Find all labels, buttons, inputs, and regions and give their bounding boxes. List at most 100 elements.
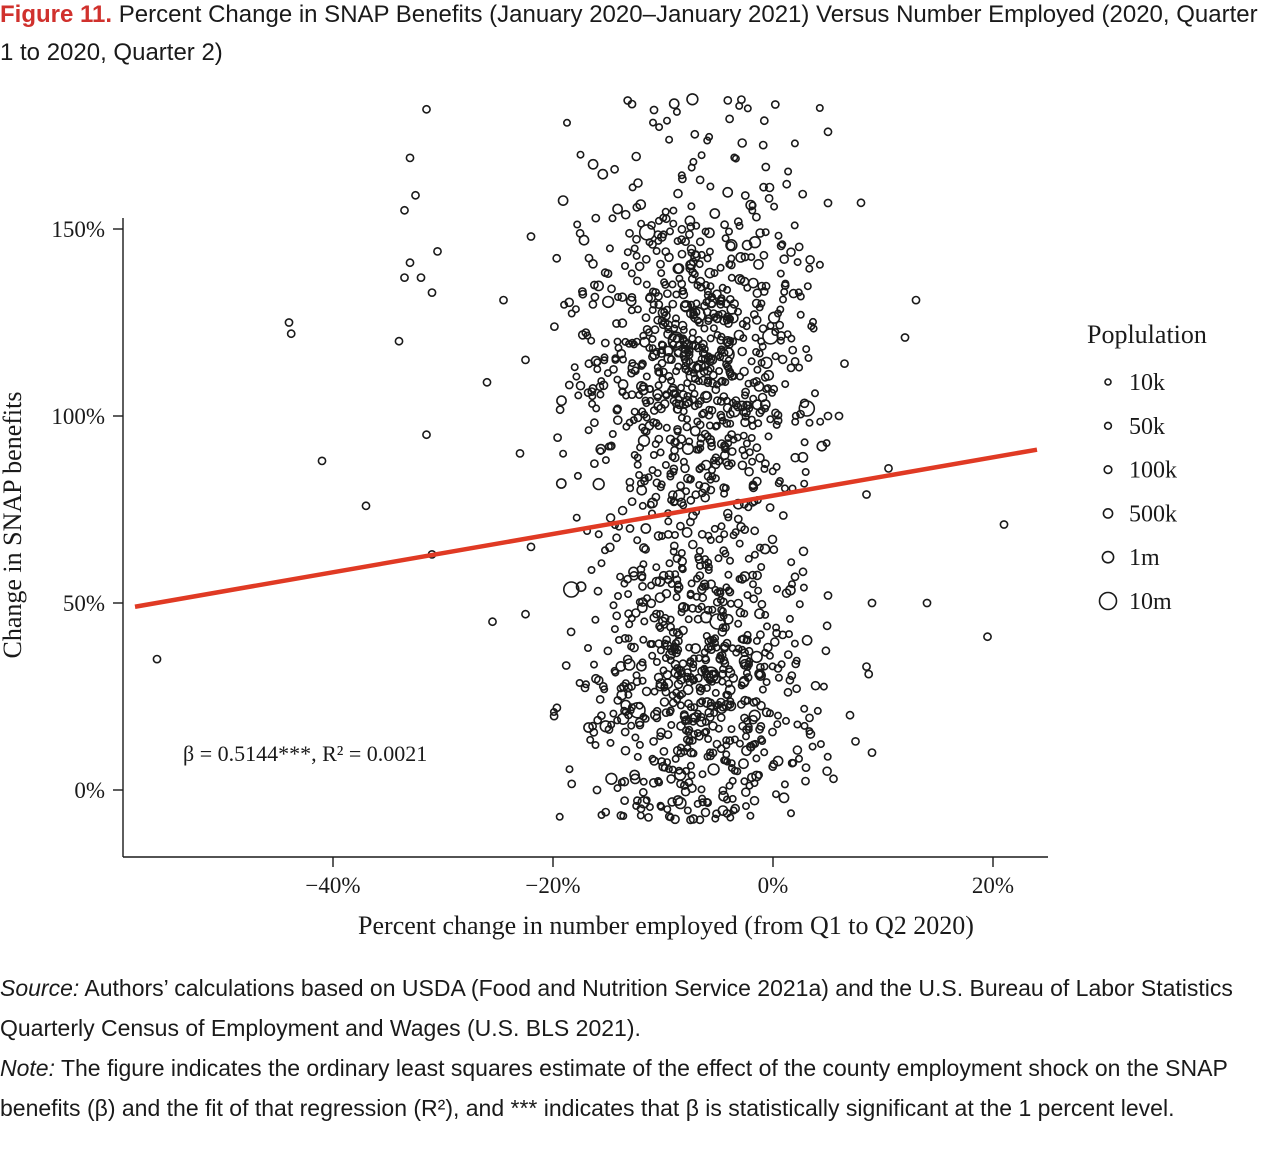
data-point [769, 759, 779, 769]
data-point [752, 754, 761, 763]
data-point [427, 288, 437, 297]
data-point [686, 761, 695, 770]
data-point [570, 363, 579, 372]
data-point [708, 605, 717, 614]
data-point [613, 591, 622, 600]
data-point [565, 765, 574, 774]
data-point [829, 774, 838, 784]
data-point [748, 480, 758, 490]
data-point [678, 174, 687, 184]
data-point [758, 342, 767, 351]
data-point [694, 654, 703, 663]
data-point [654, 776, 663, 785]
data-point [657, 269, 666, 278]
data-point [755, 228, 765, 238]
data-point [284, 318, 294, 327]
data-point [787, 671, 797, 680]
data-point [665, 649, 676, 660]
data-point [776, 305, 785, 314]
data-point [625, 228, 634, 238]
data-point [748, 236, 762, 249]
data-point [699, 610, 713, 624]
data-point [695, 420, 705, 430]
data-point [613, 404, 622, 414]
data-point [597, 168, 609, 180]
data-point [613, 375, 622, 384]
x-axis-label: Percent change in number employed (from … [358, 911, 974, 940]
legend-items: 10k 50k 100k 500k 1m 10m [1098, 370, 1177, 615]
data-point [673, 404, 683, 414]
data-point [676, 521, 685, 531]
data-point [724, 227, 733, 236]
x-tick-label: −20% [525, 873, 580, 898]
data-point [698, 770, 707, 779]
data-point [687, 202, 696, 211]
data-point [725, 260, 734, 269]
data-point [624, 634, 633, 643]
data-point [687, 579, 696, 588]
data-point [606, 442, 615, 451]
data-point [638, 573, 647, 582]
data-point [619, 776, 630, 787]
data-point [633, 460, 642, 469]
data-point [780, 484, 789, 493]
data-point [677, 548, 686, 557]
data-point [676, 481, 685, 491]
data-point [761, 459, 770, 469]
data-point [740, 191, 750, 200]
data-point [716, 377, 725, 386]
data-point [680, 344, 690, 354]
data-point [704, 267, 716, 279]
data-point [755, 543, 764, 552]
data-point [717, 522, 726, 531]
legend-marker [1101, 550, 1115, 564]
data-point [521, 609, 530, 619]
data-point [776, 336, 785, 345]
legend-label: 50k [1129, 414, 1165, 440]
data-point [612, 203, 623, 215]
data-point [676, 743, 685, 752]
y-tick-label: 50% [63, 591, 105, 616]
data-point [805, 264, 814, 273]
data-point [661, 687, 671, 697]
data-point [788, 288, 799, 299]
data-point [706, 282, 715, 291]
data-point [654, 592, 666, 603]
data-point [689, 675, 698, 685]
data-point [661, 207, 670, 216]
data-point [697, 463, 706, 472]
data-point [763, 642, 773, 653]
data-point [642, 427, 651, 436]
data-point [709, 208, 721, 219]
data-point [670, 659, 681, 670]
data-point [557, 195, 569, 206]
data-point [716, 263, 725, 272]
data-point [733, 433, 742, 442]
data-point [658, 341, 668, 350]
data-point [703, 471, 713, 481]
data-point [766, 321, 775, 330]
data-point [631, 151, 642, 162]
data-point [696, 698, 705, 708]
data-point [588, 392, 597, 401]
data-point [747, 357, 756, 366]
data-point [862, 490, 871, 499]
data-point [790, 139, 799, 148]
data-point [720, 220, 729, 230]
data-point [703, 605, 713, 615]
data-point [823, 127, 833, 137]
data-point [628, 183, 637, 192]
legend-label: 1m [1129, 545, 1160, 571]
data-point [701, 697, 713, 708]
data-point [692, 299, 701, 308]
data-point [716, 744, 726, 754]
data-point [656, 646, 665, 655]
data-point [668, 691, 677, 700]
data-point [654, 381, 663, 390]
data-point [704, 734, 713, 743]
data-point [652, 563, 661, 572]
data-point [707, 763, 720, 776]
data-point [400, 273, 409, 282]
data-point [718, 283, 727, 292]
data-point [797, 451, 809, 463]
